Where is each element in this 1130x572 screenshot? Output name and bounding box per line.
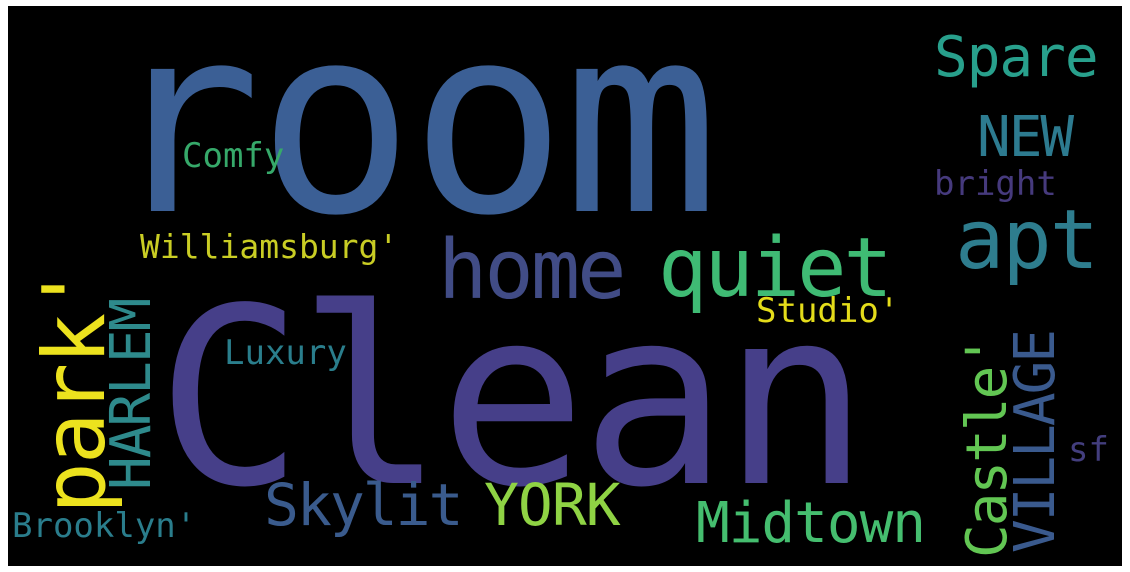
word-luxury: Luxury [224, 333, 347, 373]
word-york: YORK [484, 471, 621, 539]
word-home: home [438, 223, 626, 318]
word-studio: Studio' [756, 291, 900, 331]
word-midtown: Midtown [696, 491, 926, 556]
word-village: VILLAGE [1003, 330, 1068, 553]
word-bright: bright [934, 164, 1057, 204]
word-spare: Spare [934, 25, 1099, 90]
word-comfy: Comfy [182, 136, 285, 176]
word-sf: sf [1068, 430, 1109, 470]
word-brooklyn: Brooklyn' [12, 506, 197, 546]
word-harlem: HARLEM [99, 299, 164, 490]
word-room: room [105, 6, 719, 273]
word-quiet: quiet [658, 221, 893, 316]
word-williamsburg: Williamsburg' [140, 227, 399, 266]
word-cloud: room Clean home quiet apt Spare NEW brig… [8, 6, 1122, 566]
word-clean: Clean [156, 256, 870, 541]
word-apt: apt [955, 193, 1099, 288]
word-new: NEW [977, 105, 1074, 170]
word-skylit: Skylit [264, 471, 464, 539]
